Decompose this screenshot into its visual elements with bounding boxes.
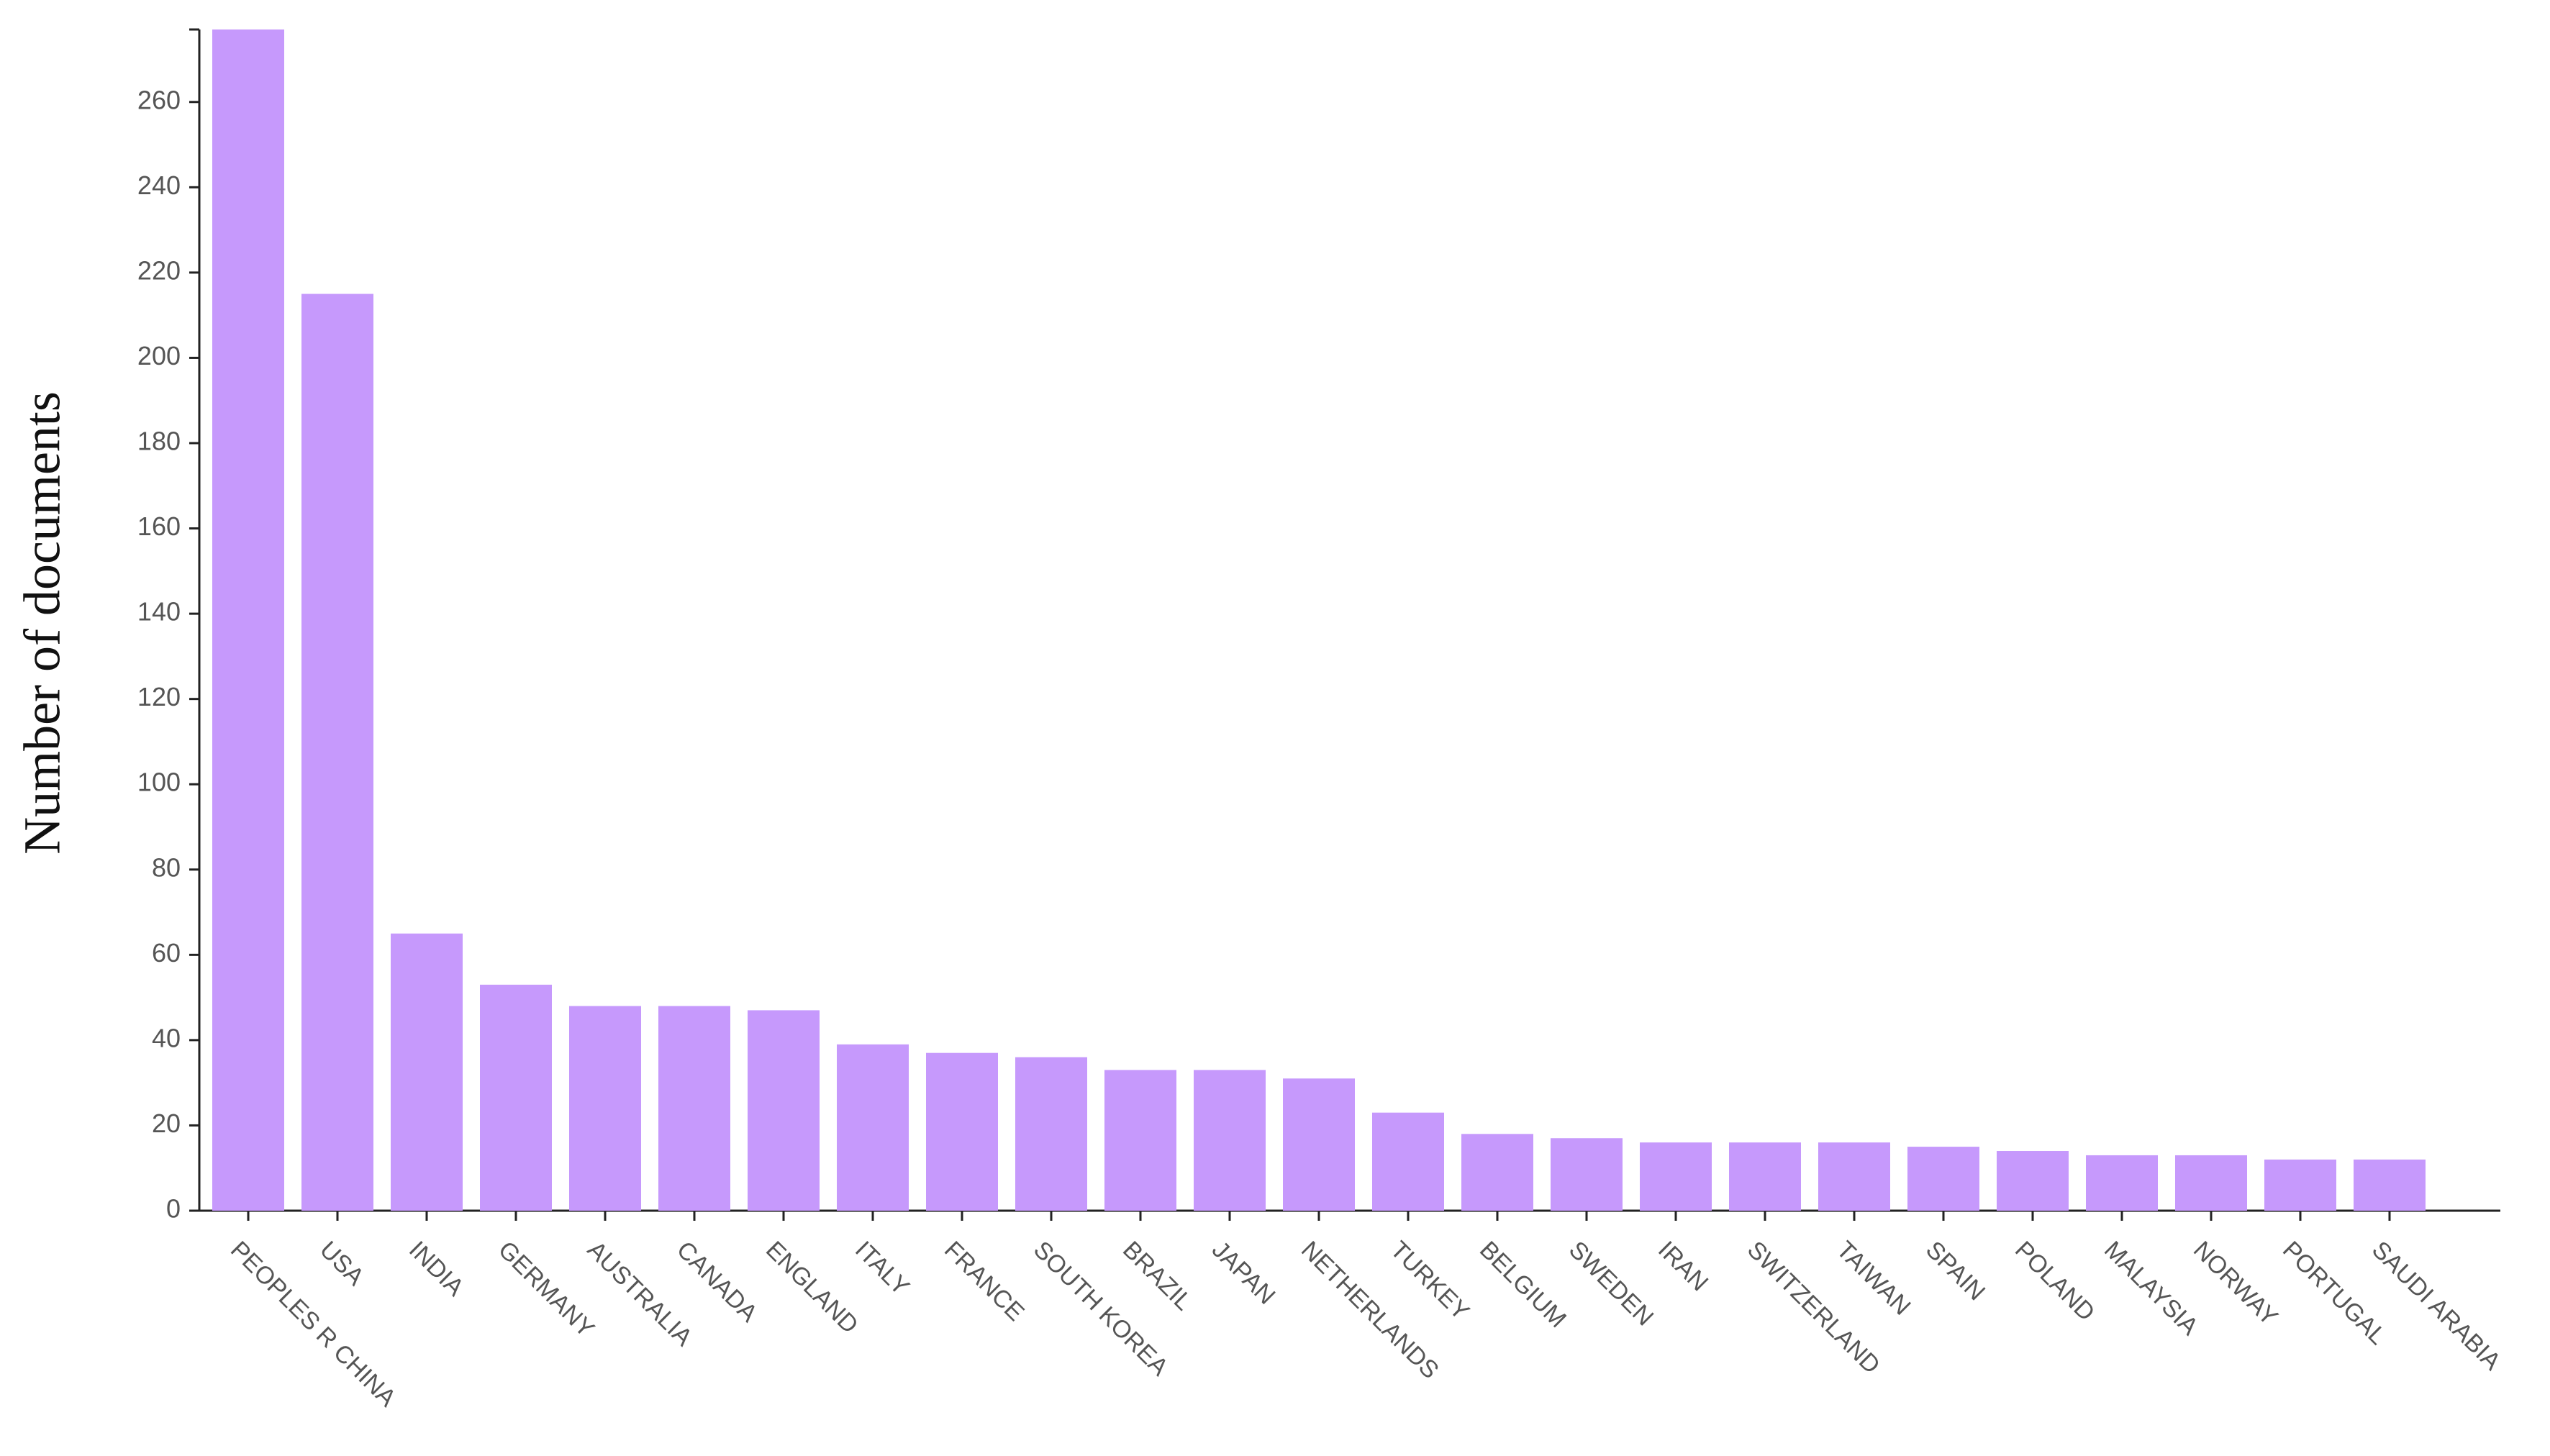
x-tick-label: SWEDEN [1564,1236,1659,1331]
y-tick-label: 60 [152,938,181,968]
y-tick-label: 80 [152,852,181,882]
y-tick-label: 120 [137,682,181,711]
bar [1551,1138,1623,1211]
x-tick-label: BELGIUM [1474,1236,1571,1333]
x-tick-label: GERMANY [493,1236,599,1342]
bar [212,29,284,1211]
x-tick-label: INDIA [404,1236,469,1301]
bar [658,1006,730,1211]
y-tick-label: 40 [152,1023,181,1052]
x-tick-label: MALAYSIA [2099,1236,2204,1341]
y-tick-label: 160 [137,511,181,541]
bar [2086,1155,2158,1211]
x-tick-label: USA [314,1236,370,1291]
x-tick-label: CANADA [671,1236,763,1327]
bar [1818,1142,1890,1211]
y-tick-label: 200 [137,341,181,370]
y-tick-label: 140 [137,597,181,627]
bar [1104,1070,1176,1211]
y-tick-label: 240 [137,170,181,200]
x-tick-label: ENGLAND [761,1236,863,1339]
x-tick-label: SPAIN [1920,1236,1990,1306]
bar [569,1006,641,1211]
bar [1283,1078,1355,1211]
bar [1461,1134,1533,1211]
bar [1997,1151,2069,1211]
y-tick-label: 0 [166,1194,181,1224]
bar [1729,1142,1801,1211]
x-tick-label: PEOPLES R CHINA [225,1236,401,1412]
y-axis-title: Number of documents [14,391,71,855]
x-tick-label: SAUDI ARABIA [2367,1236,2506,1375]
bar [1372,1112,1444,1211]
bar [301,294,373,1211]
y-tick-label: 100 [137,768,181,797]
bar [748,1010,820,1211]
x-tick-label: FRANCE [939,1236,1030,1327]
x-tick-label: POLAND [2010,1236,2100,1327]
bar [1907,1147,1979,1211]
bar [1194,1070,1266,1211]
y-tick-label: 180 [137,427,181,456]
bar [480,984,552,1211]
bar [391,933,463,1211]
x-tick-label: IRAN [1653,1236,1713,1296]
bar [1640,1142,1712,1211]
bar [1015,1057,1087,1211]
y-tick-label: 260 [137,85,181,114]
y-tick-label: 20 [152,1109,181,1138]
x-tick-label: JAPAN [1207,1236,1281,1310]
x-tick-label: BRAZIL [1117,1236,1197,1316]
y-tick-label: 220 [137,255,181,285]
bar [837,1044,909,1211]
x-tick-label: NORWAY [2188,1236,2283,1331]
bar [2175,1155,2247,1211]
x-tick-label: ITALY [850,1236,915,1301]
bar [2264,1159,2336,1211]
x-tick-label: TAIWAN [1831,1236,1916,1321]
bar [2354,1159,2426,1211]
x-tick-label: TURKEY [1385,1236,1474,1325]
bar [926,1052,998,1211]
